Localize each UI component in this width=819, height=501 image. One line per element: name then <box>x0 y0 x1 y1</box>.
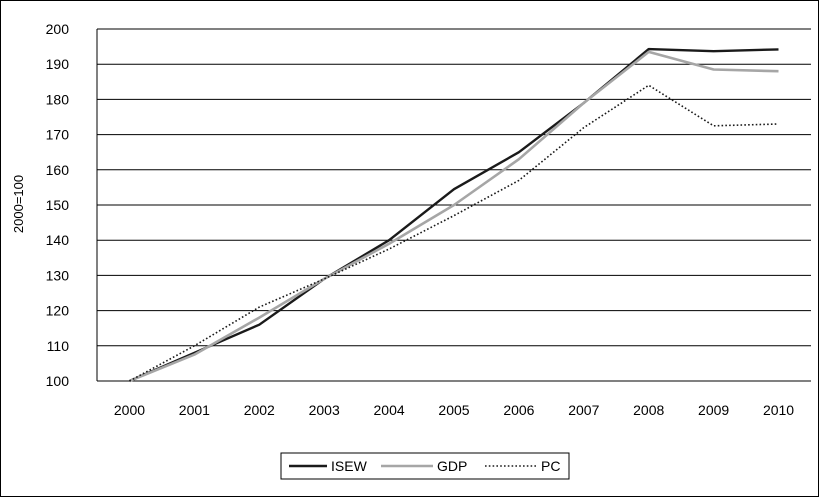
y-tick-label: 160 <box>46 162 70 178</box>
x-tick-label: 2010 <box>763 402 794 418</box>
legend-label-gdp: GDP <box>437 458 467 474</box>
y-tick-label: 190 <box>46 56 70 72</box>
legend-label-pc: PC <box>541 458 560 474</box>
y-tick-label: 120 <box>46 303 70 319</box>
x-tick-label: 2008 <box>633 402 664 418</box>
y-tick-label: 180 <box>46 91 70 107</box>
y-tick-label: 110 <box>47 338 70 354</box>
y-tick-label: 100 <box>46 373 70 389</box>
y-tick-label: 140 <box>46 232 70 248</box>
x-tick-label: 2001 <box>179 402 210 418</box>
legend-label-isew: ISEW <box>331 458 368 474</box>
y-axis-label: 2000=100 <box>11 175 26 233</box>
x-tick-label: 2006 <box>503 402 534 418</box>
series-line-isew <box>129 47 779 383</box>
x-tick-label: 2005 <box>438 402 469 418</box>
x-tick-label: 2000 <box>114 402 145 418</box>
x-tick-label: 2004 <box>374 402 405 418</box>
y-tick-label: 170 <box>46 127 70 143</box>
x-tick-label: 2007 <box>568 402 599 418</box>
y-tick-label: 130 <box>46 267 70 283</box>
y-tick-label: 150 <box>46 197 70 213</box>
x-tick-label: 2003 <box>309 402 340 418</box>
y-tick-label: 200 <box>46 21 70 37</box>
x-tick-label: 2009 <box>698 402 729 418</box>
series-line-gdp <box>129 50 779 383</box>
x-tick-label: 2002 <box>244 402 275 418</box>
